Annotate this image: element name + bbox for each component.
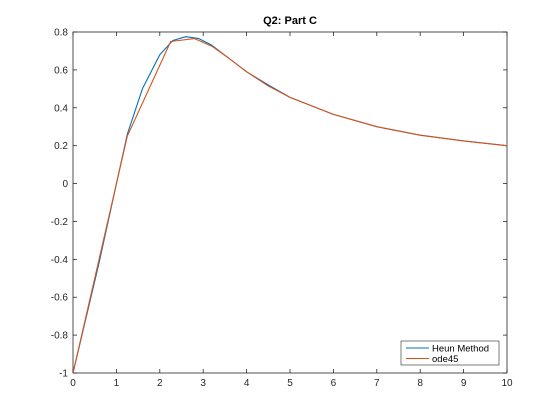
x-tick-label: 1 (114, 378, 120, 389)
y-tick-label: 0.2 (54, 141, 68, 152)
y-tick-label: 0.6 (54, 65, 68, 76)
x-tick-label: 4 (244, 378, 250, 389)
y-tick-label: -1 (59, 369, 68, 380)
legend-box (400, 340, 500, 366)
series-group (73, 36, 507, 373)
chart-title: Q2: Part C (263, 15, 317, 27)
y-tick-label: -0.8 (51, 331, 69, 342)
y-tick-label: 0 (62, 179, 68, 190)
x-tick-label: 0 (70, 378, 76, 389)
x-tick-label: 8 (417, 378, 423, 389)
plot-area (72, 31, 508, 374)
x-tick-label: 10 (501, 378, 513, 389)
x-tick-label: 2 (157, 378, 163, 389)
y-tick-label: 0.8 (54, 28, 68, 39)
legend-label-2: ode45 (432, 354, 458, 365)
x-tick-label: 3 (200, 378, 206, 389)
y-tick-label: -0.4 (51, 255, 69, 266)
y-tick-label: -0.6 (51, 293, 69, 304)
x-tick-label: 6 (331, 378, 337, 389)
series-line-2 (73, 38, 507, 373)
x-tick-label: 7 (374, 378, 380, 389)
x-tick-label: 9 (461, 378, 467, 389)
x-tick-label: 5 (287, 378, 293, 389)
y-tick-label: 0.4 (54, 103, 68, 114)
legend-label-1: Heun Method (432, 343, 489, 354)
y-tick-label: -0.2 (51, 217, 69, 228)
